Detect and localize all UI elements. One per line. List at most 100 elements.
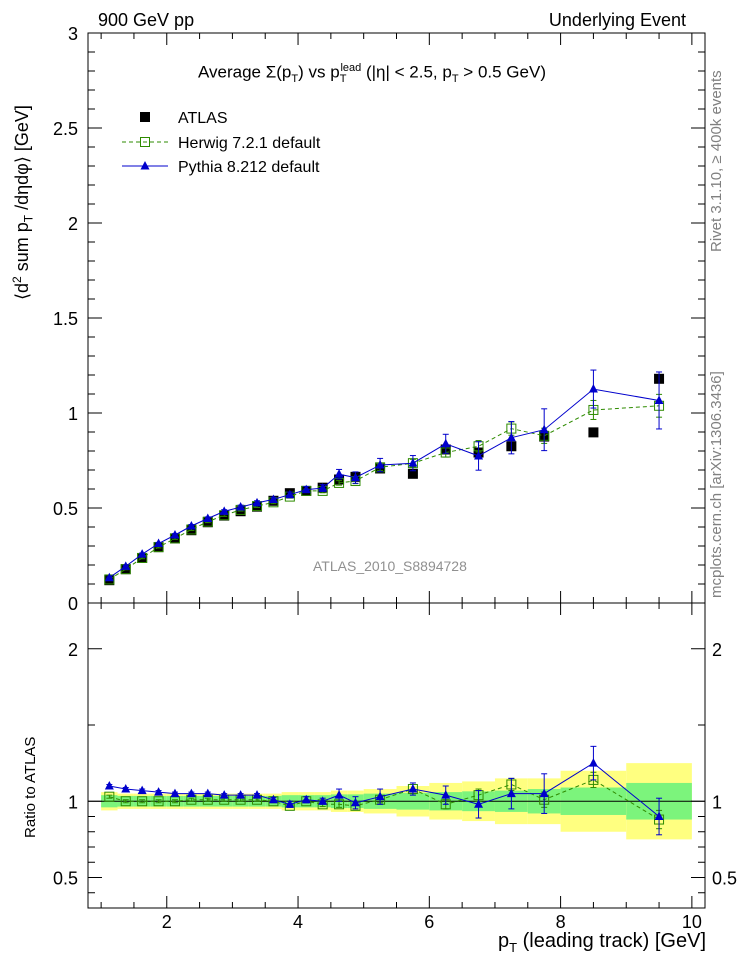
pythia-point bbox=[186, 521, 196, 530]
mcplots-info: mcplots.cern.ch [arXiv:1306.3436] bbox=[708, 371, 725, 598]
ratio-y-tick-label-left: 2 bbox=[68, 640, 78, 660]
pythia-point bbox=[252, 790, 262, 799]
main-plot-frame: 0 0.5 1 1.5 2 2.5 3 bbox=[53, 24, 706, 908]
legend-herwig-marker bbox=[140, 137, 150, 147]
title-close: ) bbox=[298, 62, 304, 82]
x-tick-label: 10 bbox=[682, 912, 702, 932]
herwig-line bbox=[109, 405, 660, 580]
main-y-axis-label: ⟨d2 sum pT /dηdφ⟩ [GeV] bbox=[10, 105, 36, 300]
main-y-tick-label: 2 bbox=[68, 214, 78, 234]
ylabel-part-b: sum p bbox=[12, 222, 32, 277]
pythia-point bbox=[654, 811, 664, 820]
pythia-point bbox=[375, 791, 385, 801]
main-y-tick-label: 3 bbox=[68, 24, 78, 44]
pythia-point bbox=[301, 794, 311, 804]
ratio-y-tick-label-right: 1 bbox=[712, 792, 722, 812]
pythia-point bbox=[318, 796, 328, 805]
pythia-point bbox=[203, 513, 213, 522]
legend: ATLAS Herwig 7.2.1 default Pythia 8.212 de… bbox=[122, 110, 321, 176]
rivet-info: Rivet 3.1.10, ≥ 400k events bbox=[708, 70, 725, 252]
pythia-point bbox=[170, 529, 180, 539]
title-sub-t2: T bbox=[339, 73, 347, 86]
pythia-point bbox=[236, 502, 246, 511]
pythia-point bbox=[104, 781, 114, 790]
title-vs: vs p bbox=[308, 62, 340, 82]
atlas-point bbox=[588, 427, 599, 438]
pythia-point bbox=[268, 794, 278, 804]
pythia-point bbox=[186, 788, 196, 798]
title-sigma: Σ(p bbox=[265, 62, 292, 82]
pythia-point bbox=[236, 790, 246, 799]
pythia-point bbox=[654, 395, 664, 404]
pythia-point bbox=[154, 538, 164, 548]
pythia-point bbox=[539, 788, 549, 798]
legend-label: ATLAS bbox=[178, 110, 228, 127]
x-tick-label: 8 bbox=[556, 912, 566, 932]
herwig-line bbox=[109, 779, 660, 820]
legend-label: Herwig 7.2.1 default bbox=[178, 135, 321, 152]
main-y-tick-label: 1.5 bbox=[53, 309, 78, 329]
title-sub-t3: T bbox=[451, 73, 459, 86]
pythia-point bbox=[506, 788, 516, 798]
pythia-point bbox=[334, 469, 344, 478]
pythia-point bbox=[539, 424, 549, 434]
pythia-point bbox=[219, 506, 229, 515]
title-cuts-b: > 0.5 GeV) bbox=[463, 62, 546, 82]
ratio-y-axis-label: Ratio to ATLAS bbox=[22, 736, 39, 838]
main-plot-marks bbox=[104, 369, 665, 586]
ylabel-part-a: ⟨d bbox=[12, 282, 32, 300]
pythia-point bbox=[170, 788, 180, 798]
main-y-tick-label: 0 bbox=[68, 594, 78, 614]
x-axis-label: pT (leading track) [GeV] bbox=[498, 930, 706, 955]
pythia-point bbox=[408, 784, 418, 793]
plot-title: Average Σ(pT) vs pTlead (|η| < 2.5, pT >… bbox=[198, 62, 546, 85]
pythia-point bbox=[474, 450, 484, 460]
x-tick-label: 4 bbox=[293, 912, 303, 932]
pythia-point bbox=[408, 458, 418, 467]
pythia-point bbox=[350, 472, 360, 482]
ratio-y-tick-label-right: 2 bbox=[712, 640, 722, 660]
pythia-point bbox=[219, 790, 229, 799]
herwig-point bbox=[120, 796, 131, 807]
pythia-point bbox=[252, 497, 262, 507]
pythia-point bbox=[350, 797, 360, 807]
x-tick-label: 6 bbox=[424, 912, 434, 932]
pythia-point bbox=[104, 572, 114, 582]
pythia-point bbox=[137, 549, 147, 558]
pythia-point bbox=[121, 561, 131, 570]
ratio-axes-box bbox=[87, 602, 706, 909]
analysis-watermark: ATLAS_2010_S8894728 bbox=[313, 558, 467, 574]
main-y-tick-label: 2.5 bbox=[53, 119, 78, 139]
xlabel-part-b: (leading track) [GeV] bbox=[517, 930, 706, 952]
title-sub-t1: T bbox=[291, 73, 299, 86]
legend-atlas-marker bbox=[140, 112, 150, 122]
pythia-point bbox=[318, 483, 328, 492]
pythia-point bbox=[474, 799, 484, 808]
ratio-y-tick-label-left: 1 bbox=[68, 792, 78, 812]
main-y-tick-label: 1 bbox=[68, 404, 78, 424]
xlabel-sub: T bbox=[509, 940, 518, 955]
pythia-point bbox=[285, 799, 295, 808]
pythia-point bbox=[588, 384, 598, 393]
pythia-point bbox=[137, 785, 147, 795]
ylabel-part-c: /dηdφ⟩ [GeV] bbox=[12, 105, 32, 215]
header-right: Underlying Event bbox=[548, 10, 686, 30]
pythia-point bbox=[375, 460, 385, 469]
title-average: Average bbox=[198, 62, 262, 82]
pythia-line bbox=[109, 762, 660, 817]
pythia-point bbox=[121, 784, 131, 793]
pythia-point bbox=[588, 758, 598, 767]
main-y-tick-label: 0.5 bbox=[53, 499, 78, 519]
pythia-point bbox=[334, 790, 344, 799]
herwig-point bbox=[137, 796, 148, 807]
ratio-plot-marks bbox=[104, 745, 665, 836]
ratio-y-tick-label-left: 0.5 bbox=[53, 869, 78, 889]
title-sup-lead: lead bbox=[340, 62, 362, 74]
pythia-point bbox=[301, 484, 311, 494]
pythia-line bbox=[109, 388, 660, 579]
header-left: 900 GeV pp bbox=[98, 10, 195, 30]
pythia-point bbox=[203, 788, 213, 798]
pythia-point bbox=[154, 787, 164, 796]
herwig-point bbox=[153, 796, 164, 807]
